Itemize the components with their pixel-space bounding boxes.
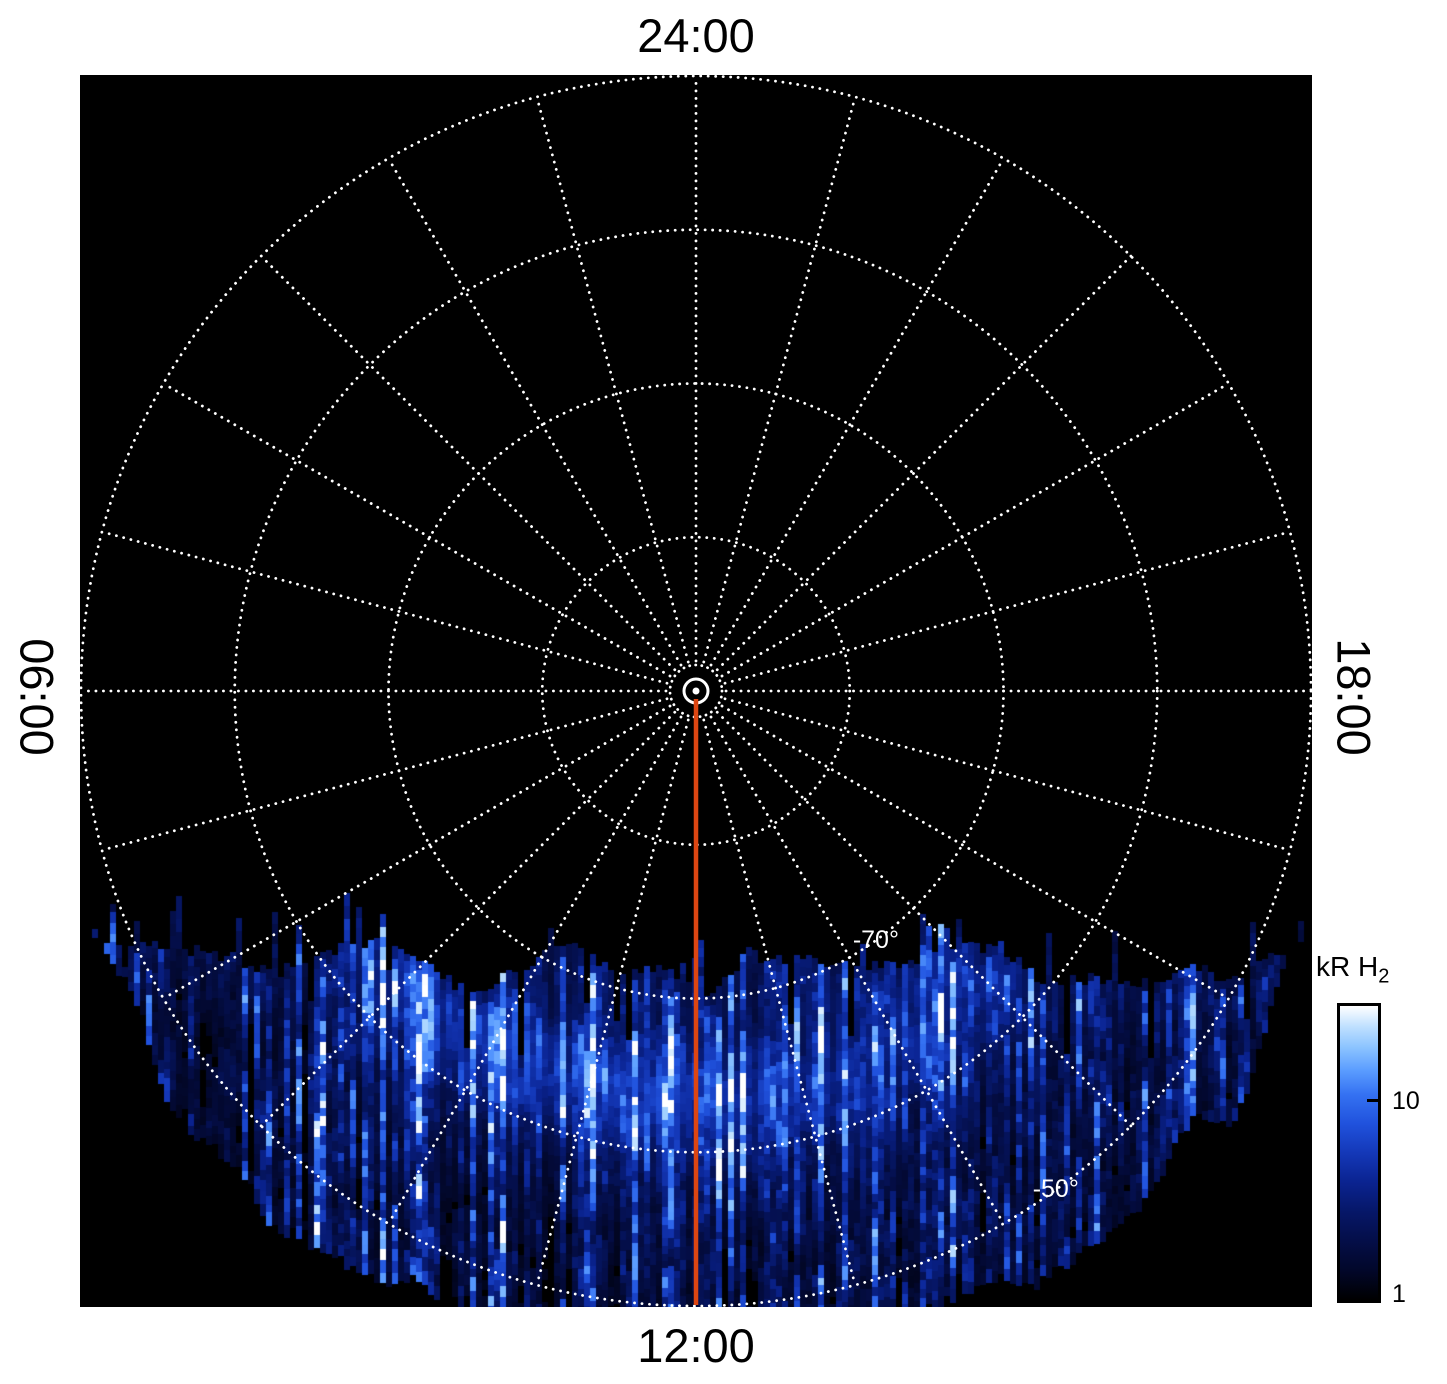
time-label-1800: 18:00 — [1327, 638, 1381, 756]
colorbar-tick-mark — [1367, 1099, 1378, 1102]
colorbar-tick-label-1: 1 — [1392, 1280, 1406, 1308]
polar-plot-area: -70° -50° — [80, 75, 1312, 1307]
latitude-label: -50° — [1033, 1175, 1079, 1203]
time-label-1200: 12:00 — [637, 1319, 755, 1372]
time-label-0600: 06:00 — [10, 638, 64, 756]
latitude-label: -70° — [853, 926, 899, 954]
polar-grid-overlay: -70° -50° — [80, 75, 1312, 1307]
pole-marker — [692, 687, 700, 695]
colorbar-title-subscript: 2 — [1378, 965, 1390, 988]
colorbar-tick-label-10: 10 — [1392, 1086, 1420, 1115]
time-label-2400: 24:00 — [637, 9, 755, 62]
colorbar-title-main: kR H — [1316, 951, 1379, 982]
colorbar — [1337, 1003, 1381, 1303]
colorbar-title: kR H2 — [1316, 951, 1389, 989]
